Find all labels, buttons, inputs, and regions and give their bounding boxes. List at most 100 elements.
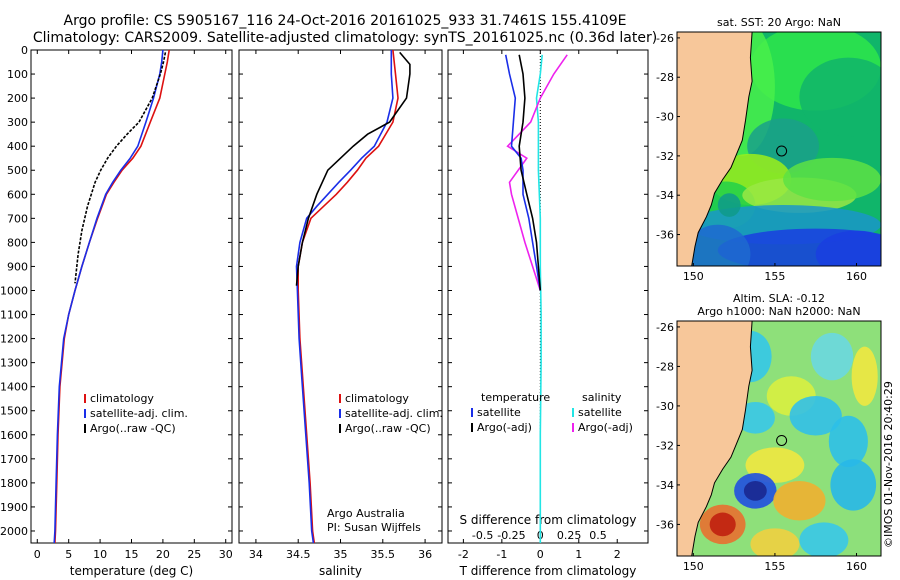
- sla-lat-label: -32: [656, 439, 674, 452]
- sst-frame: [676, 31, 882, 267]
- salinity-argo-line: [295, 51, 411, 286]
- sla-feature: [789, 396, 842, 436]
- depth-tick-label: 600: [7, 188, 28, 201]
- sst-feature: [717, 193, 741, 217]
- depth-tick-label: 300: [7, 116, 28, 129]
- sst-lat-label: -34: [656, 189, 674, 202]
- sst-land: [677, 32, 753, 266]
- depth-tick-label: 200: [7, 92, 28, 105]
- sst-lat-label: -28: [656, 71, 674, 84]
- sst-lon-label: 150: [683, 270, 704, 283]
- salinity-legend-satellite-label: satellite-adj. clim.: [345, 407, 443, 420]
- sla-feature: [750, 528, 800, 556]
- temperature-xtick-label: 20: [156, 548, 170, 561]
- depth-tick-label: 1900: [0, 501, 28, 514]
- salinity-panel: [238, 49, 443, 544]
- depth-tick-label: 1100: [0, 309, 28, 322]
- difference-xtick-label: 1: [575, 548, 582, 561]
- temperature-legend-satellite-label: satellite-adj. clim.: [90, 407, 188, 420]
- salinity-xtick-label: 35: [334, 548, 348, 561]
- diff-legend-salinity-header: salinity: [582, 391, 622, 404]
- temperature-satellite-diff-line: [504, 54, 542, 291]
- figure-title-line2: Climatology: CARS2009. Satellite-adjuste…: [32, 30, 658, 46]
- sst-lat-label: -30: [656, 111, 674, 124]
- temperature-legend-argo-label: Argo(..raw -QC): [90, 422, 176, 435]
- sla-land: [677, 321, 753, 556]
- depth-tick-label: 0: [21, 44, 28, 57]
- salinity-diff-tick-label: -0.5: [472, 529, 493, 542]
- salinity-annotation-line1: Argo Australia: [327, 507, 405, 520]
- sst-map-title: sat. SST: 20 Argo: NaN: [717, 16, 841, 29]
- temperature-xtick-label: 5: [65, 548, 72, 561]
- temperature-xtick-label: 0: [34, 548, 41, 561]
- temperature-xtick-label: 10: [93, 548, 107, 561]
- temperature-satellite-line: [53, 49, 164, 544]
- sst-lat-label: -32: [656, 150, 674, 163]
- depth-tick-label: 800: [7, 236, 28, 249]
- sst-lon-label: 155: [764, 270, 785, 283]
- sla-lat-label: -28: [656, 360, 674, 373]
- salinity-climatology-line: [297, 49, 399, 544]
- difference-xtick-label: 0: [537, 548, 544, 561]
- depth-tick-label: 100: [7, 68, 28, 81]
- salinity-diff-tick-label: -0.25: [497, 529, 525, 542]
- depth-tick-label: 1000: [0, 284, 28, 297]
- temperature-argo-line: [74, 52, 167, 284]
- temperature-xtick-label: 15: [125, 548, 139, 561]
- depth-tick-label: 500: [7, 164, 28, 177]
- sst-map: [676, 31, 882, 267]
- sst-argo-marker: [776, 145, 788, 157]
- diff-legend-temperature-header: temperature: [481, 391, 550, 404]
- depth-tick-label: 1500: [0, 405, 28, 418]
- temperature-climatology-line: [54, 49, 170, 544]
- sla-lat-label: -30: [656, 400, 674, 413]
- salinity-xtick-label: 34.5: [286, 548, 311, 561]
- depth-tick-label: 2000: [0, 525, 28, 538]
- diff-legend-temp-argo-label: Argo(-adj): [477, 421, 532, 434]
- sla-lon-label: 155: [764, 560, 785, 573]
- temperature-xtick-label: 30: [219, 548, 233, 561]
- temperature-xtick-label: 25: [187, 548, 201, 561]
- depth-tick-label: 1200: [0, 333, 28, 346]
- temperature-legend-climatology-label: climatology: [90, 392, 154, 405]
- sla-lat-label: -26: [656, 321, 674, 334]
- sla-feature: [799, 522, 849, 556]
- sst-lat-label: -36: [656, 229, 674, 242]
- salinity-diff-tick-label: 0.25: [557, 529, 582, 542]
- temperature-xlabel: temperature (deg C): [70, 564, 193, 578]
- salinity-satellite-diff-line: [535, 54, 543, 543]
- salinity-xtick-label: 36: [418, 548, 432, 561]
- salinity-annotation-line2: PI: Susan Wijffels: [327, 521, 421, 534]
- sla-map: [676, 320, 882, 557]
- sst-feature: [685, 224, 751, 266]
- sla-map-subtitle: Argo h1000: NaN h2000: NaN: [697, 305, 861, 318]
- temperature-panel: [30, 49, 233, 544]
- sst-field: [677, 32, 881, 266]
- salinity-satellite-line: [295, 50, 394, 544]
- depth-tick-label: 700: [7, 212, 28, 225]
- salinity-xtick-label: 34: [249, 548, 263, 561]
- sla-feature: [709, 512, 736, 537]
- salinity-diff-tick-label: 0.5: [589, 529, 607, 542]
- sla-feature: [743, 480, 767, 501]
- sla-lat-label: -36: [656, 518, 674, 531]
- salinity-legend-argo-label: Argo(..raw -QC): [345, 422, 431, 435]
- sla-lat-label: -34: [656, 479, 674, 492]
- sla-lon-label: 160: [846, 560, 867, 573]
- depth-tick-label: 400: [7, 140, 28, 153]
- sla-map-title: Altim. SLA: -0.12: [732, 292, 826, 305]
- difference-xtick-label: 2: [614, 548, 621, 561]
- sst-lon-label: 160: [846, 270, 867, 283]
- salinity-xtick-label: 35.5: [371, 548, 396, 561]
- temperature-diff-xlabel: T difference from climatology: [459, 564, 637, 578]
- salinity-xlabel: salinity: [319, 564, 362, 578]
- difference-panel: [447, 49, 649, 544]
- sla-field: [677, 321, 881, 556]
- sla-lon-label: 150: [683, 560, 704, 573]
- depth-tick-label: 900: [7, 260, 28, 273]
- depth-tick-label: 1800: [0, 477, 28, 490]
- sla-feature: [828, 415, 868, 468]
- diff-legend-sal-argo-label: Argo(-adj): [578, 421, 633, 434]
- sla-feature: [830, 459, 877, 511]
